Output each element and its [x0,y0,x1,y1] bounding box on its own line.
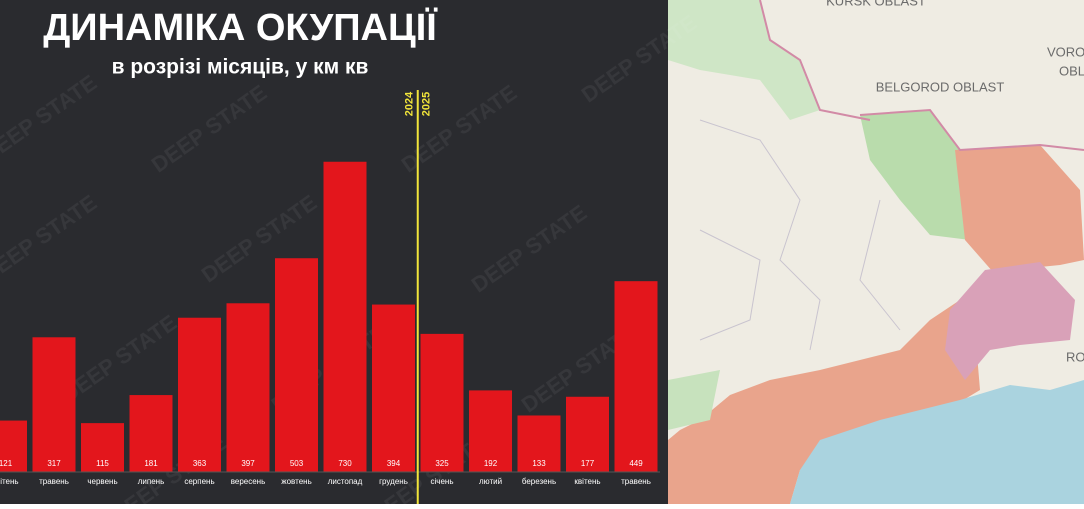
x-tick-label: квітень [0,477,19,486]
value-label: 177 [581,459,595,468]
x-tick-label: жовтень [281,477,311,486]
x-tick-label: листопад [328,477,363,486]
map-region-green [668,370,720,430]
bar [32,337,76,472]
bar [0,420,27,472]
x-tick-label: січень [431,477,454,486]
bar [275,258,318,472]
value-label: 317 [47,459,61,468]
map-sea [790,380,1084,504]
bar [614,281,658,472]
value-label: 115 [96,459,109,468]
value-label: 325 [435,459,449,468]
value-label: 394 [387,459,401,468]
bar [566,396,609,472]
x-tick-label: червень [87,477,117,486]
value-label: 121 [0,459,13,468]
x-tick-label: квітень [574,477,600,486]
bar [226,303,270,472]
bar [420,333,464,472]
map-region-green [668,0,820,120]
bar [323,161,367,472]
x-tick-label: березень [522,477,556,486]
map-region-green [860,110,970,240]
map-label: KURSK OBLAST [826,0,926,8]
value-label: 449 [629,459,643,468]
map: KURSK OBLAST BELGOROD OBLAST VORO OBL RO [668,0,1084,504]
x-tick-label: вересень [231,477,266,486]
year-label: 2024 [404,91,416,116]
bar [372,304,415,472]
bar [469,390,512,472]
value-label: 397 [241,459,255,468]
value-label: 181 [144,459,158,468]
value-label: 503 [290,459,304,468]
x-tick-label: грудень [379,477,408,486]
map-label: BELGOROD OBLAST [876,79,1005,94]
value-label: 133 [532,459,546,468]
x-tick-label: травень [39,477,69,486]
bar [517,415,561,472]
chart: ДИНАМІКА ОКУПАЦІЇ в розрізі місяців, у к… [0,0,668,504]
map-label: VORO [1047,44,1084,59]
x-tick-label: липень [138,477,165,486]
map-label: RO [1066,349,1084,364]
value-label: 363 [193,459,207,468]
bar [178,317,221,472]
x-tick-label: травень [621,477,651,486]
value-label: 730 [338,459,352,468]
chart-title: ДИНАМІКА ОКУПАЦІЇ [43,6,438,49]
bar [81,423,124,472]
map-border [759,0,1084,152]
x-tick-label: серпень [184,477,214,486]
map-region-pink [945,262,1075,380]
chart-subtitle: в розрізі місяців, у км кв [112,56,369,79]
map-label: OBL [1059,63,1084,78]
value-label: 192 [484,459,498,468]
bar [129,395,173,472]
map-border [699,119,901,351]
year-label: 2025 [421,92,433,116]
x-tick-label: лютий [479,477,502,486]
map-region-occupied [668,145,1084,504]
